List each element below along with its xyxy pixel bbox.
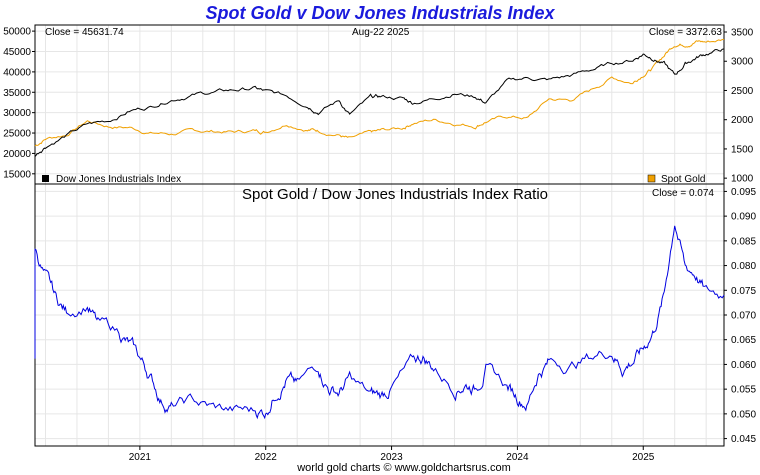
y-ratio-tick-label: 0.095 — [731, 187, 756, 198]
legend-label-gold: Spot Gold — [661, 174, 705, 185]
dow-close-annotation: Close = 45631.74 — [45, 27, 124, 38]
legend-swatch-gold — [647, 174, 656, 183]
y-ratio-tick-label: 0.065 — [731, 335, 756, 346]
y-left-tick-label: 20000 — [3, 149, 31, 160]
y-ratio-tick-label: 0.055 — [731, 385, 756, 396]
series-line-dow-jones — [34, 48, 725, 157]
ratio-panel-title: Spot Gold / Dow Jones Industrials Index … — [242, 186, 548, 203]
y-left-tick-label: 35000 — [3, 88, 31, 99]
y-right-tick-label: 3500 — [731, 28, 754, 39]
footer-credit: world gold charts © www.goldchartsrus.co… — [297, 462, 511, 474]
top-panel-frame — [34, 24, 725, 185]
y-left-tick-label: 30000 — [3, 108, 31, 119]
y-left-tick-label: 15000 — [3, 169, 31, 180]
x-tick-label: 2023 — [380, 452, 403, 463]
x-tick-label: 2024 — [506, 452, 529, 463]
x-tick-label: 2025 — [632, 452, 655, 463]
grid-lines — [35, 25, 724, 446]
y-ratio-tick-label: 0.090 — [731, 212, 756, 223]
date-label: Aug-22 2025 — [352, 27, 410, 38]
y-right-tick-label: 1000 — [731, 174, 754, 185]
y-ratio-tick-label: 0.085 — [731, 236, 756, 247]
chart-title: Spot Gold v Dow Jones Industrials Index — [205, 3, 555, 23]
y-right-tick-label: 1500 — [731, 144, 754, 155]
y-ratio-tick-label: 0.080 — [731, 261, 756, 272]
y-left-tick-label: 25000 — [3, 129, 31, 140]
x-tick-label: 2021 — [129, 452, 152, 463]
x-tick-label: 2022 — [255, 452, 278, 463]
gold-close-annotation: Close = 3372.63 — [649, 27, 723, 38]
legend-swatch-dow — [42, 175, 49, 182]
y-left-tick-label: 50000 — [3, 27, 31, 38]
legend-label-dow: Dow Jones Industrials Index — [56, 174, 181, 185]
series-line-spot-gold — [34, 39, 725, 147]
y-ratio-tick-label: 0.050 — [731, 409, 756, 420]
ratio-close-annotation: Close = 0.074 — [652, 188, 714, 199]
y-right-tick-label: 3000 — [731, 57, 754, 68]
y-left-tick-label: 45000 — [3, 47, 31, 58]
y-right-tick-label: 2000 — [731, 115, 754, 126]
y-left-tick-label: 40000 — [3, 67, 31, 78]
y-right-tick-label: 2500 — [731, 86, 754, 97]
y-ratio-tick-label: 0.045 — [731, 434, 756, 445]
series-line-ratio — [34, 225, 725, 420]
y-ratio-tick-label: 0.070 — [731, 311, 756, 322]
y-ratio-tick-label: 0.060 — [731, 360, 756, 371]
y-ratio-tick-label: 0.075 — [731, 286, 756, 297]
